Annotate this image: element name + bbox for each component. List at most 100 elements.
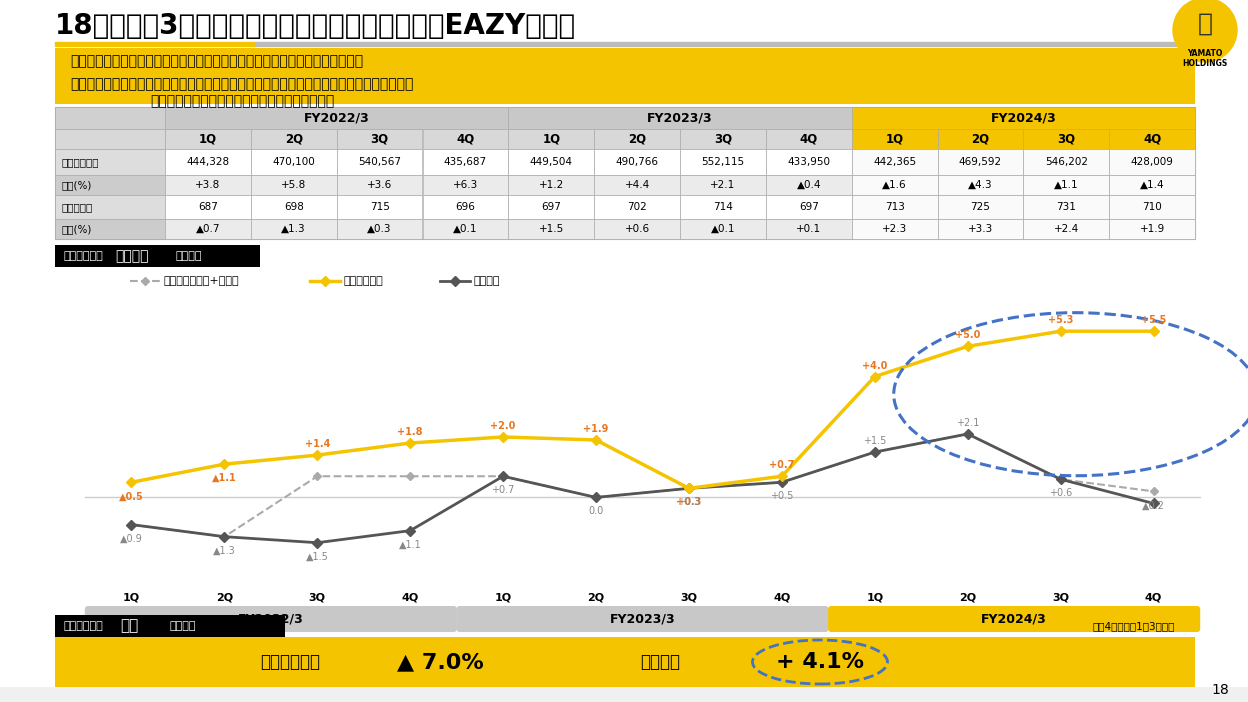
Bar <box>937 149 1023 175</box>
Text: FY2023/3: FY2023/3 <box>648 112 713 124</box>
Bar <box>508 175 594 195</box>
Text: +1.9: +1.9 <box>583 424 609 434</box>
Circle shape <box>1173 0 1237 62</box>
Text: セグメント別: セグメント別 <box>62 621 102 631</box>
Text: +4.4: +4.4 <box>624 180 650 190</box>
Text: +4.0: +4.0 <box>862 361 887 371</box>
Text: 469,592: 469,592 <box>958 157 1002 167</box>
Text: 3Q: 3Q <box>308 592 326 602</box>
Text: 1Q: 1Q <box>886 133 904 145</box>
Text: 🐾: 🐾 <box>1198 12 1213 36</box>
FancyBboxPatch shape <box>829 606 1201 632</box>
Text: 2Q: 2Q <box>628 133 646 145</box>
Bar <box>937 129 1023 149</box>
Text: + 4.1%: + 4.1% <box>776 652 864 672</box>
Text: 合計（リテール+法人）: 合計（リテール+法人） <box>163 276 238 286</box>
Bar <box>165 129 251 149</box>
Text: FY2023/3: FY2023/3 <box>610 613 675 625</box>
Text: ▲ 7.0%: ▲ 7.0% <box>397 652 483 672</box>
Text: （第4四半期（1～3月））: （第4四半期（1～3月）） <box>1093 621 1176 631</box>
Bar <box>851 149 937 175</box>
Text: +1.9: +1.9 <box>1139 224 1164 234</box>
Bar <box>594 149 680 175</box>
Bar <box>680 129 766 149</box>
Text: 698: 698 <box>283 202 303 212</box>
Text: +0.1: +0.1 <box>796 224 821 234</box>
Bar <box>1109 175 1196 195</box>
Text: ▲1.1: ▲1.1 <box>212 473 237 483</box>
Text: （伸率）: （伸率） <box>170 621 196 631</box>
Text: ▲0.1: ▲0.1 <box>453 224 478 234</box>
Bar <box>165 195 251 219</box>
Text: ・宅配便単価：法人部門の新規取引拡大および単価水準の高いリテール部門の数量減少など: ・宅配便単価：法人部門の新規取引拡大および単価水準の高いリテール部門の数量減少な… <box>70 77 413 91</box>
Text: ▲0.9: ▲0.9 <box>120 534 142 543</box>
Text: +1.4: +1.4 <box>305 439 329 449</box>
Text: 1Q: 1Q <box>494 592 512 602</box>
Bar <box>508 219 594 239</box>
Bar <box>766 219 851 239</box>
Bar <box>337 129 423 149</box>
Text: 4Q: 4Q <box>402 592 419 602</box>
Bar <box>55 195 165 219</box>
Text: 法人部門: 法人部門 <box>640 653 680 671</box>
Bar <box>423 149 508 175</box>
Text: 687: 687 <box>198 202 218 212</box>
Bar <box>251 149 337 175</box>
Text: 4Q: 4Q <box>457 133 474 145</box>
Bar <box>508 195 594 219</box>
Bar <box>594 129 680 149</box>
Bar <box>55 129 165 149</box>
Text: 546,202: 546,202 <box>1045 157 1088 167</box>
Text: セグメント別: セグメント別 <box>62 251 102 261</box>
Bar <box>423 195 508 219</box>
Bar <box>1109 219 1196 239</box>
Text: 4Q: 4Q <box>1143 133 1161 145</box>
Bar <box>251 195 337 219</box>
Text: 1Q: 1Q <box>542 133 560 145</box>
Text: 3Q: 3Q <box>1057 133 1076 145</box>
Text: ▲1.1: ▲1.1 <box>399 540 422 550</box>
Bar <box>766 149 851 175</box>
Text: 単価（円）: 単価（円） <box>61 202 92 212</box>
Text: 714: 714 <box>713 202 733 212</box>
Bar <box>766 129 851 149</box>
Text: 18．宅配便3商品（宅急便・宅急便コンパクト・EAZY）動向: 18．宅配便3商品（宅急便・宅急便コンパクト・EAZY）動向 <box>55 12 577 40</box>
Text: FY2022/3: FY2022/3 <box>303 112 369 124</box>
Bar <box>0 687 1248 702</box>
Bar <box>55 107 1196 239</box>
Bar <box>1109 195 1196 219</box>
Text: 2Q: 2Q <box>588 592 604 602</box>
Bar <box>423 129 508 149</box>
Text: ・宅配便数量：宅配需要の弱含みが続く中、大口法人顧客との新規取引が拡大: ・宅配便数量：宅配需要の弱含みが続く中、大口法人顧客との新規取引が拡大 <box>70 54 363 68</box>
Text: 単価推移: 単価推移 <box>115 249 149 263</box>
Text: +3.3: +3.3 <box>967 224 993 234</box>
Bar <box>851 195 937 219</box>
Bar <box>55 48 1196 104</box>
Text: +0.7: +0.7 <box>769 461 795 470</box>
Bar <box>508 129 594 149</box>
Bar <box>851 107 1196 129</box>
Text: +2.3: +2.3 <box>882 224 907 234</box>
Bar <box>1023 129 1109 149</box>
Bar <box>55 245 260 267</box>
Text: ▲1.4: ▲1.4 <box>1139 180 1164 190</box>
Text: 552,115: 552,115 <box>701 157 745 167</box>
Text: により上昇幅（対前年伸率）が鈍化: により上昇幅（対前年伸率）が鈍化 <box>150 94 334 108</box>
Text: 697: 697 <box>542 202 562 212</box>
Text: ▲1.5: ▲1.5 <box>306 552 328 562</box>
Text: +6.3: +6.3 <box>453 180 478 190</box>
Bar <box>766 195 851 219</box>
Bar <box>337 195 423 219</box>
Bar <box>508 149 594 175</box>
Text: 3Q: 3Q <box>680 592 698 602</box>
Text: リテール部門: リテール部門 <box>260 653 319 671</box>
Text: +5.3: +5.3 <box>1048 315 1073 325</box>
Bar <box>165 107 508 129</box>
Text: 490,766: 490,766 <box>615 157 659 167</box>
Text: 702: 702 <box>628 202 646 212</box>
Text: 法人部門: 法人部門 <box>473 276 499 286</box>
Bar <box>1109 129 1196 149</box>
Text: 18: 18 <box>1211 683 1229 697</box>
Text: 4Q: 4Q <box>1144 592 1162 602</box>
Text: 3Q: 3Q <box>714 133 733 145</box>
